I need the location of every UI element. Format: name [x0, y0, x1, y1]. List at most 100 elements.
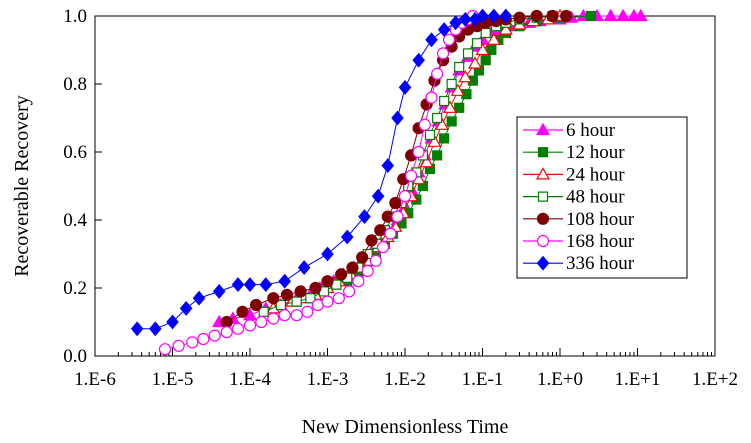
data-point: [294, 285, 307, 298]
data-point: [280, 288, 294, 301]
data-point: [343, 285, 356, 298]
data-point: [321, 275, 334, 288]
legend-marker: [536, 255, 550, 271]
legend-item: 12 hour: [523, 142, 625, 163]
data-point: [275, 299, 286, 311]
data-point: [486, 44, 497, 56]
data-point: [398, 190, 412, 203]
data-point: [149, 321, 162, 337]
legend-item: 48 hour: [523, 187, 625, 208]
data-point: [267, 312, 280, 325]
data-point: [454, 102, 465, 113]
y-tick-label: 1.0: [63, 6, 87, 27]
x-tick-label: 1.E-4: [229, 369, 271, 390]
data-point: [358, 209, 371, 225]
x-tick-label: 1.E-2: [384, 369, 426, 390]
data-point: [259, 277, 273, 293]
data-point: [369, 254, 382, 267]
legend-marker: [537, 147, 549, 158]
data-point: [480, 27, 491, 39]
series-line: [226, 15, 567, 323]
legend-item: 336 hour: [523, 253, 635, 274]
data-point: [419, 154, 434, 168]
data-point: [179, 300, 193, 316]
data-point: [231, 322, 245, 335]
data-point: [405, 169, 418, 182]
data-point: [291, 296, 302, 307]
data-point: [391, 110, 404, 126]
y-tick-labels: 0.0 0.2 0.4 0.6 0.8 1.0: [63, 6, 87, 367]
data-point: [449, 15, 462, 31]
data-point: [365, 234, 378, 247]
data-point: [450, 83, 465, 96]
data-point: [427, 134, 442, 147]
data-point: [371, 188, 385, 204]
data-point: [560, 9, 573, 23]
x-minor-ticks: [117, 352, 712, 356]
legend-marker: [536, 234, 550, 248]
legend-marker: [535, 122, 551, 136]
y-tick-label: 0.6: [63, 142, 87, 163]
legend-item: 6 hour: [523, 120, 616, 141]
data-point: [475, 42, 490, 56]
data-point: [389, 196, 402, 210]
x-tick-label: 1.E-3: [307, 369, 349, 390]
data-point: [615, 8, 631, 22]
series-336-hour: [130, 8, 513, 337]
data-point: [321, 295, 334, 308]
x-tick-label: 1.E+1: [614, 369, 660, 390]
legend-item: 168 hour: [523, 231, 635, 252]
data-point: [243, 319, 257, 332]
legend-item: 24 hour: [523, 164, 625, 185]
data-point: [321, 246, 334, 262]
data-point: [309, 281, 322, 295]
legend-label: 6 hour: [566, 120, 616, 141]
data-point: [172, 339, 185, 352]
data-point: [442, 33, 456, 46]
data-point: [186, 336, 199, 349]
data-point: [220, 326, 233, 339]
data-point: [467, 56, 483, 69]
data-point: [278, 273, 291, 289]
legend-label: 168 hour: [566, 231, 635, 252]
series-layer: [130, 8, 648, 356]
legend-label: 108 hour: [566, 209, 635, 230]
data-point: [487, 8, 501, 24]
data-point: [220, 315, 233, 329]
data-point: [425, 32, 438, 48]
data-point: [439, 133, 450, 144]
data-point: [361, 264, 374, 278]
data-point: [374, 224, 387, 237]
data-point: [462, 48, 474, 59]
y-ticks: [95, 15, 102, 357]
data-point: [434, 117, 450, 130]
data-point: [603, 8, 618, 22]
data-point: [398, 79, 412, 95]
data-point: [376, 241, 390, 254]
data-point: [166, 314, 179, 330]
data-point: [305, 293, 316, 304]
data-point: [424, 129, 436, 141]
data-point: [356, 251, 369, 264]
x-axis-label: New Dimensionless Time: [302, 416, 509, 438]
data-point: [480, 55, 491, 66]
data-point: [130, 321, 144, 337]
data-point: [267, 292, 280, 305]
y-tick-label: 0.2: [63, 278, 87, 299]
data-point: [236, 305, 249, 318]
data-point: [250, 298, 263, 312]
data-point: [432, 150, 443, 161]
data-point: [499, 8, 513, 24]
data-point: [446, 78, 457, 90]
data-point: [476, 8, 489, 24]
y-tick-label: 0.8: [63, 74, 87, 95]
data-point: [633, 8, 648, 22]
data-point: [442, 100, 457, 113]
data-point: [454, 61, 465, 73]
y-tick-label: 0.4: [63, 210, 87, 231]
data-point: [425, 91, 438, 104]
legend-item: 108 hour: [523, 209, 635, 230]
